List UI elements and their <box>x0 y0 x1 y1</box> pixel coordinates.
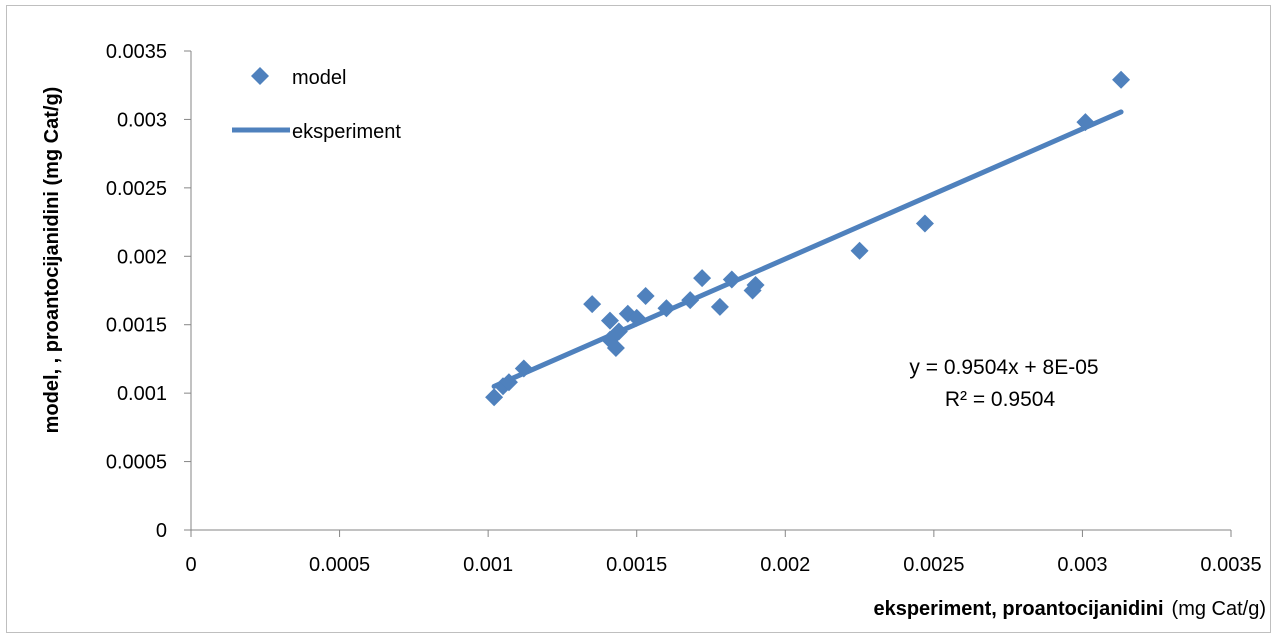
y-tick-labels: 0 0.0005 0.001 0.0015 0.002 0.0025 0.003 0.0035 <box>106 41 167 542</box>
y-tick-label: 0.002 <box>117 246 167 268</box>
data-points <box>485 70 1131 407</box>
data-point <box>627 308 646 327</box>
data-point <box>600 311 619 330</box>
y-tick-label: 0.0035 <box>106 41 167 63</box>
x-tick-label: 0.001 <box>463 554 513 576</box>
y-tick-label: 0.0025 <box>106 178 167 200</box>
legend-label-eksperiment: eksperiment <box>292 121 401 143</box>
data-point <box>583 295 602 314</box>
x-tick-label: 0.0015 <box>606 554 667 576</box>
data-point <box>693 269 712 288</box>
x-tick-label: 0 <box>185 554 196 576</box>
data-point <box>609 322 628 341</box>
legend-label-model: model <box>292 67 346 89</box>
data-point <box>485 388 504 407</box>
x-tick-label: 0.002 <box>760 554 810 576</box>
data-point <box>915 214 934 233</box>
data-point <box>499 373 518 392</box>
trendline <box>491 109 1124 389</box>
y-tick-label: 0.0005 <box>106 452 167 474</box>
data-point <box>746 276 765 295</box>
data-point <box>710 297 729 316</box>
legend: model eksperiment <box>232 67 401 143</box>
data-point <box>1076 113 1095 132</box>
data-point <box>636 286 655 305</box>
x-tick-label: 0.0025 <box>903 554 964 576</box>
y-tick-label: 0.0015 <box>106 315 167 337</box>
data-point <box>850 241 869 260</box>
x-tick-label: 0.003 <box>1057 554 1107 576</box>
y-tick-label: 0 <box>156 520 167 542</box>
data-point <box>657 299 676 318</box>
data-point <box>606 338 625 357</box>
x-tick-label: 0.0005 <box>309 554 370 576</box>
y-axis-title: model, , proantocijanidini (mg Cat/g) <box>41 87 63 434</box>
x-axis-title-main: eksperiment, proantocijanidini <box>873 598 1163 620</box>
axes <box>184 50 1232 537</box>
data-point <box>681 291 700 310</box>
r-squared-label: R² = 0.9504 <box>945 388 1056 411</box>
x-axis-title-unit: (mg Cat/g) <box>1172 598 1266 620</box>
x-axis-title: eksperiment, proantocijanidini (mg Cat/g) <box>873 598 1266 620</box>
x-tick-labels: 0 0.0005 0.001 0.0015 0.002 0.0025 0.003 0.0035 <box>185 554 1261 576</box>
x-tick-label: 0.0035 <box>1200 554 1261 576</box>
data-point <box>1112 70 1131 89</box>
y-tick-label: 0.001 <box>117 383 167 405</box>
data-point <box>514 359 533 378</box>
legend-marker-diamond <box>251 67 269 85</box>
trendline-equation: y = 0.9504x + 8E-05 <box>909 356 1098 379</box>
data-point <box>722 270 741 289</box>
y-tick-label: 0.003 <box>117 109 167 131</box>
